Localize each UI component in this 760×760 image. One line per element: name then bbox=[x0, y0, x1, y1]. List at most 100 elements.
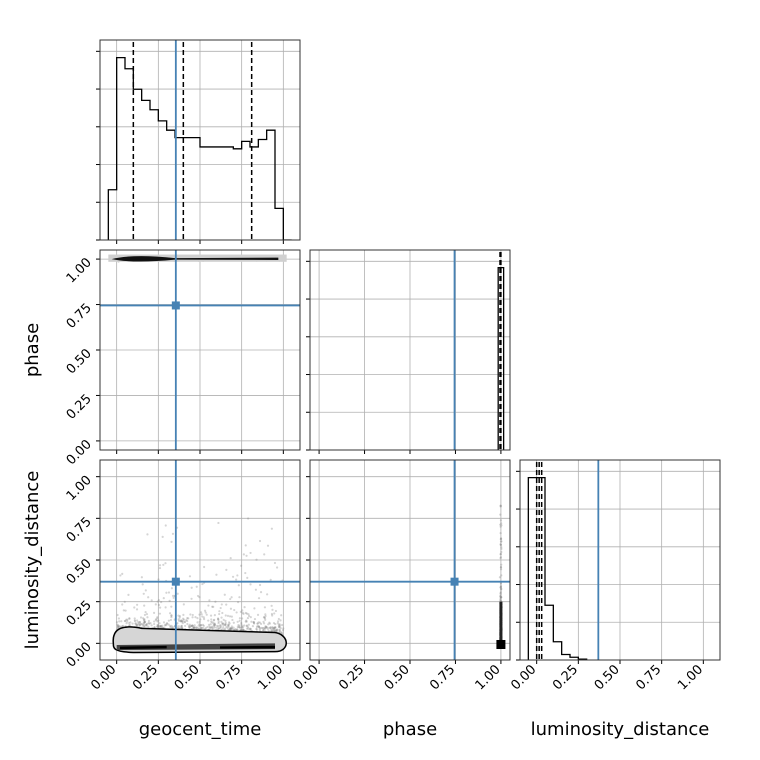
scatter-point bbox=[215, 573, 218, 576]
scatter-point bbox=[115, 621, 119, 624]
scatter-point bbox=[182, 613, 185, 616]
scatter-point bbox=[272, 621, 276, 625]
scatter-point bbox=[160, 625, 163, 628]
scatter-point bbox=[170, 626, 173, 629]
scatter-point bbox=[278, 628, 281, 632]
x-tick-label: 0.50 bbox=[172, 662, 203, 693]
scatter-point bbox=[170, 540, 173, 543]
scatter-point bbox=[143, 613, 147, 617]
scatter-point bbox=[278, 629, 281, 632]
scatter-point bbox=[252, 621, 255, 624]
scatter-point bbox=[157, 578, 160, 581]
scatter-point bbox=[139, 616, 143, 619]
scatter-point bbox=[499, 590, 503, 593]
scatter-point bbox=[200, 624, 203, 627]
scatter-point bbox=[165, 622, 169, 625]
scatter-point bbox=[229, 627, 232, 630]
scatter-point bbox=[213, 626, 216, 629]
scatter-point bbox=[261, 626, 264, 630]
scatter-point bbox=[193, 626, 196, 630]
scatter-point bbox=[224, 619, 227, 622]
scatter-point bbox=[154, 603, 157, 606]
scatter-point bbox=[135, 623, 138, 626]
scatter-point bbox=[262, 622, 266, 625]
scatter-point bbox=[187, 617, 190, 620]
scatter-point bbox=[234, 627, 237, 631]
scatter-point bbox=[247, 613, 250, 616]
scatter-point bbox=[281, 623, 284, 627]
scatter-point bbox=[193, 626, 196, 629]
scatter-point bbox=[118, 625, 121, 628]
scatter-point bbox=[227, 623, 230, 627]
scatter-point bbox=[157, 624, 160, 627]
scatter-point bbox=[198, 623, 201, 626]
scatter-point bbox=[192, 627, 195, 630]
scatter-point bbox=[276, 628, 279, 631]
scatter-point bbox=[230, 625, 233, 628]
scatter-point bbox=[242, 629, 246, 632]
scatter-point bbox=[142, 622, 145, 625]
scatter-point bbox=[276, 620, 280, 623]
scatter-point bbox=[183, 624, 187, 627]
scatter-point bbox=[228, 627, 232, 630]
scatter-point bbox=[222, 626, 225, 629]
scatter-point bbox=[129, 621, 132, 624]
scatter-point bbox=[182, 618, 186, 621]
scatter-point bbox=[196, 617, 199, 620]
scatter-point bbox=[214, 600, 217, 603]
scatter-point bbox=[191, 613, 194, 617]
scatter-point bbox=[232, 628, 235, 631]
scatter-point bbox=[268, 622, 271, 625]
scatter-point bbox=[181, 617, 185, 620]
scatter-point bbox=[125, 622, 128, 625]
scatter-point bbox=[249, 583, 252, 586]
scatter-point bbox=[158, 564, 162, 567]
scatter-point bbox=[499, 594, 502, 598]
x-tick-label: 0.50 bbox=[382, 662, 413, 693]
scatter-point bbox=[272, 629, 275, 632]
scatter-point bbox=[177, 625, 180, 628]
scatter-point bbox=[208, 599, 211, 602]
scatter-point bbox=[220, 603, 223, 606]
scatter-point bbox=[499, 504, 502, 507]
x-tick-label: 0.25 bbox=[130, 662, 161, 693]
scatter-point bbox=[189, 625, 192, 629]
scatter-point bbox=[269, 627, 272, 630]
scatter-point bbox=[172, 596, 175, 599]
scatter-point bbox=[147, 596, 150, 599]
scatter-point bbox=[263, 627, 266, 631]
scatter-point bbox=[273, 628, 276, 631]
scatter-point bbox=[500, 540, 503, 543]
scatter-point bbox=[258, 621, 262, 624]
scatter-point bbox=[247, 627, 250, 630]
scatter-point bbox=[278, 623, 281, 626]
scatter-point bbox=[146, 533, 149, 536]
x-tick-label: 0.25 bbox=[550, 662, 581, 693]
scatter-point bbox=[499, 552, 502, 556]
scatter-point bbox=[158, 622, 161, 625]
scatter-point bbox=[139, 622, 142, 626]
scatter-point bbox=[270, 612, 274, 616]
scatter-point bbox=[269, 626, 272, 629]
scatter-point bbox=[208, 625, 211, 628]
scatter-point bbox=[164, 606, 167, 609]
scatter-point bbox=[142, 618, 146, 621]
scatter-point bbox=[158, 625, 161, 628]
scatter-point bbox=[223, 623, 227, 627]
scatter-point bbox=[222, 624, 225, 627]
scatter-point bbox=[237, 626, 240, 629]
scatter-point bbox=[218, 612, 221, 616]
scatter-point bbox=[265, 626, 268, 629]
scatter-point bbox=[153, 620, 156, 623]
scatter-point bbox=[192, 626, 195, 629]
scatter-point bbox=[500, 547, 503, 550]
scatter-point bbox=[239, 610, 242, 613]
scatter-point bbox=[270, 604, 273, 607]
x-tick-label: 0.75 bbox=[633, 662, 664, 693]
scatter-point bbox=[128, 624, 131, 627]
scatter-point bbox=[219, 625, 222, 629]
scatter-point bbox=[252, 620, 255, 624]
scatter-point bbox=[119, 574, 122, 577]
scatter-point bbox=[245, 554, 248, 557]
scatter-point bbox=[217, 621, 220, 625]
